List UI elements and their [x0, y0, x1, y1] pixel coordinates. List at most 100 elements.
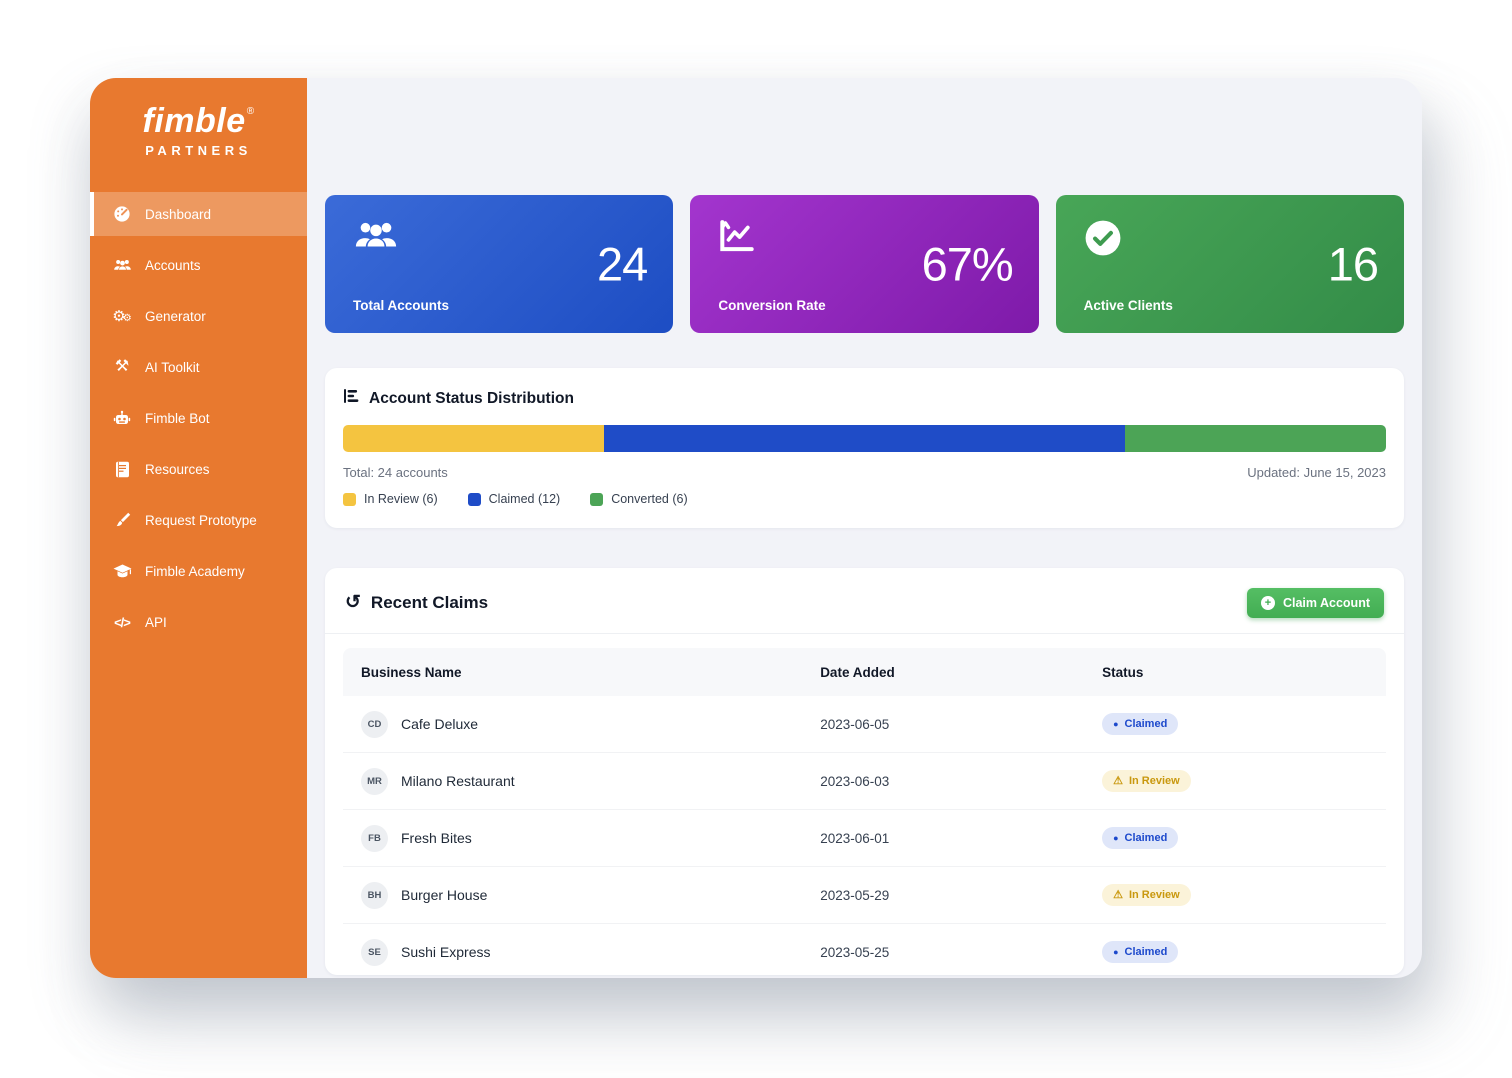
robot-icon — [112, 410, 132, 427]
check-circle-icon — [1084, 219, 1122, 262]
sidebar-item-ai-toolkit[interactable]: ⚒ AI Toolkit — [90, 345, 307, 389]
distribution-meta: Total: 24 accounts Updated: June 15, 202… — [343, 465, 1386, 480]
sidebar-item-label: Request Prototype — [145, 512, 257, 528]
app-window: fimble® PARTNERS Dashboard Accounts ⚙ ⚙ G… — [90, 78, 1422, 978]
claims-title-row: ↺ Recent Claims — [345, 593, 488, 613]
plus-circle-icon: + — [1260, 596, 1275, 610]
stat-label: Total Accounts — [353, 298, 450, 313]
brand-name: fimble — [142, 102, 246, 140]
legend-swatch-claimed — [467, 492, 481, 506]
table-row[interactable]: FB Fresh Bites 2023-06-01 ● Claimed — [343, 810, 1386, 867]
avatar: SE — [361, 938, 388, 966]
stat-value: 67% — [921, 237, 1014, 291]
status-label: In Review — [1128, 889, 1180, 901]
column-header-date-added: Date Added — [820, 664, 895, 680]
sidebar-item-label: AI Toolkit — [145, 359, 200, 375]
sidebar: fimble® PARTNERS Dashboard Accounts ⚙ ⚙ G… — [90, 78, 307, 978]
users-group-icon — [353, 219, 399, 256]
avatar: FB — [361, 824, 388, 852]
tools-icon: ⚒ — [114, 358, 130, 375]
column-header-status: Status — [1102, 664, 1144, 680]
status-badge: ⚠ In Review — [1102, 770, 1191, 792]
stats-row: 24 Total Accounts 67% Conversion Rate 16… — [325, 195, 1404, 333]
avatar: CD — [361, 710, 388, 738]
main-content: 24 Total Accounts 67% Conversion Rate 16… — [307, 78, 1422, 978]
claims-header: ↺ Recent Claims + Claim Account — [325, 568, 1404, 634]
distribution-card: Account Status Distribution Total: 24 ac… — [325, 368, 1404, 528]
date-added: 2023-06-03 — [820, 773, 890, 789]
business-name: Fresh Bites — [401, 830, 472, 846]
recent-claims-card: ↺ Recent Claims + Claim Account Business… — [325, 568, 1404, 975]
legend-label: Converted (6) — [611, 492, 688, 506]
history-icon: ↺ — [345, 591, 361, 613]
gears-icon: ⚙ ⚙ — [112, 307, 132, 325]
stat-card-active-clients: 16 Active Clients — [1055, 195, 1404, 333]
code-icon: </> — [114, 614, 131, 630]
table-row[interactable]: CD Cafe Deluxe 2023-06-05 ● Claimed — [343, 696, 1386, 753]
logo: fimble® PARTNERS — [90, 78, 307, 182]
status-icon: ⚠ — [1113, 774, 1123, 787]
segment-claimed — [603, 425, 1126, 452]
segment-converted — [1125, 425, 1386, 452]
stat-label: Conversion Rate — [718, 298, 826, 313]
segment-in-review — [343, 425, 604, 452]
date-added: 2023-05-25 — [820, 944, 890, 960]
sidebar-item-generator[interactable]: ⚙ ⚙ Generator — [90, 294, 307, 338]
status-icon: ⚠ — [1113, 888, 1123, 901]
claims-table-header: Business Name Date Added Status — [343, 648, 1386, 696]
status-distribution-bar — [343, 425, 1386, 452]
stat-value: 16 — [1327, 237, 1379, 291]
status-badge: ⚠ In Review — [1102, 884, 1191, 906]
distribution-title-row: Account Status Distribution — [343, 388, 1386, 409]
brand-subtitle: PARTNERS — [145, 143, 252, 158]
table-row[interactable]: SE Sushi Express 2023-05-25 ● Claimed — [343, 924, 1386, 975]
total-accounts-text: Total: 24 accounts — [343, 465, 448, 480]
avatar: BH — [361, 881, 388, 909]
sidebar-item-accounts[interactable]: Accounts — [90, 243, 307, 287]
paintbrush-icon — [112, 512, 132, 529]
stat-value: 24 — [597, 237, 648, 291]
book-icon — [112, 461, 132, 478]
sidebar-item-label: Fimble Academy — [145, 563, 245, 579]
sidebar-item-resources[interactable]: Resources — [90, 447, 307, 491]
sidebar-item-label: Resources — [145, 461, 210, 477]
status-label: In Review — [1128, 775, 1180, 787]
status-badge: ● Claimed — [1102, 827, 1179, 849]
legend-label: Claimed (12) — [488, 492, 561, 506]
status-icon: ● — [1113, 946, 1119, 957]
claim-account-button[interactable]: + Claim Account — [1246, 588, 1384, 618]
sidebar-item-label: API — [145, 614, 167, 630]
date-added: 2023-05-29 — [820, 887, 890, 903]
table-row[interactable]: BH Burger House 2023-05-29 ⚠ In Review — [343, 867, 1386, 924]
sidebar-item-fimble-academy[interactable]: Fimble Academy — [90, 549, 307, 593]
claims-table: Business Name Date Added Status CD Cafe … — [343, 648, 1386, 975]
legend-label: In Review (6) — [364, 492, 438, 506]
status-icon: ● — [1113, 832, 1119, 843]
brand-wordmark: fimble® — [100, 104, 297, 138]
legend-item-in-review: In Review (6) — [343, 492, 438, 506]
status-badge: ● Claimed — [1102, 941, 1179, 963]
business-name: Cafe Deluxe — [401, 716, 479, 732]
sidebar-item-label: Accounts — [145, 257, 201, 273]
status-label: Claimed — [1124, 832, 1168, 844]
legend-item-converted: Converted (6) — [590, 492, 688, 506]
sidebar-item-request-prototype[interactable]: Request Prototype — [90, 498, 307, 542]
sidebar-item-dashboard[interactable]: Dashboard — [90, 192, 307, 236]
table-row[interactable]: MR Milano Restaurant 2023-06-03 ⚠ In Revi… — [343, 753, 1386, 810]
business-name: Burger House — [401, 887, 488, 903]
business-name: Sushi Express — [401, 944, 491, 960]
legend-item-claimed: Claimed (12) — [467, 492, 561, 506]
legend-swatch-converted — [590, 492, 604, 506]
sidebar-item-fimble-bot[interactable]: Fimble Bot — [90, 396, 307, 440]
sidebar-item-api[interactable]: </> API — [90, 600, 307, 644]
avatar: MR — [361, 767, 388, 795]
bar-chart-icon — [343, 388, 359, 409]
updated-date-text: Updated: June 15, 2023 — [1247, 465, 1386, 480]
chart-line-icon — [718, 219, 756, 258]
distribution-legend: In Review (6) Claimed (12) Converted (6) — [343, 492, 1386, 506]
claim-account-label: Claim Account — [1282, 596, 1370, 610]
date-added: 2023-06-01 — [820, 830, 890, 846]
gauge-icon — [112, 205, 132, 223]
status-badge: ● Claimed — [1102, 713, 1179, 735]
status-label: Claimed — [1124, 946, 1168, 958]
